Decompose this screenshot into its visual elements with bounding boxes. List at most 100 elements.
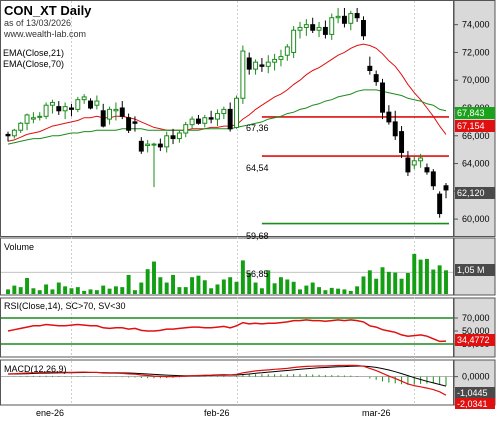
candle-body xyxy=(392,121,398,137)
macd-value-badge xyxy=(455,398,495,409)
volume-bar xyxy=(132,290,137,294)
volume-bar xyxy=(171,274,176,294)
candle-body xyxy=(11,129,17,137)
volume-bar xyxy=(298,289,302,294)
candle-body xyxy=(430,171,436,187)
candle-body xyxy=(399,131,405,153)
candle-body xyxy=(100,110,106,127)
macd-label: MACD(12,26,9) xyxy=(4,364,67,374)
volume-bar xyxy=(50,289,55,294)
ref-label-59-68: 59,68 xyxy=(246,231,269,241)
candle-body xyxy=(424,167,430,173)
volume-bar xyxy=(183,287,188,294)
candle-body xyxy=(18,122,24,131)
rsi-tick-label: 70,000 xyxy=(462,313,490,323)
volume-bar xyxy=(272,283,277,294)
price-panel-frame xyxy=(0,0,454,237)
rsi-value-text: 34,4772 xyxy=(457,335,490,345)
volume-bar xyxy=(405,273,410,294)
candle-body xyxy=(151,143,157,146)
candle-body xyxy=(443,185,449,191)
candle-body xyxy=(291,29,297,53)
candle-body xyxy=(145,143,151,147)
volume-bar xyxy=(412,253,417,294)
candle-body xyxy=(132,121,138,124)
volume-bar xyxy=(209,288,214,294)
macd-layer xyxy=(1,364,453,396)
volume-bar xyxy=(113,286,118,294)
chart-title: CON_XT Daily xyxy=(4,3,92,18)
candle-body xyxy=(24,114,30,124)
volume-bar xyxy=(266,270,271,294)
candle-body xyxy=(348,13,354,24)
candle-body xyxy=(278,56,284,60)
candle-body xyxy=(215,113,220,120)
volume-bar xyxy=(424,258,429,294)
candle-body xyxy=(81,96,87,101)
candle-body xyxy=(107,108,113,120)
close-value-badge xyxy=(455,187,495,199)
ref-label-64-54: 64,54 xyxy=(246,163,269,173)
candle-body xyxy=(253,61,259,70)
volume-label: Volume xyxy=(4,242,34,252)
candle-body xyxy=(437,193,443,215)
candle-body xyxy=(310,24,316,31)
volume-bar xyxy=(310,282,315,294)
candles-layer xyxy=(5,8,449,218)
candle-body xyxy=(303,24,309,28)
ema70-line xyxy=(7,89,447,145)
candle-body xyxy=(88,100,93,109)
volume-ref-label: 56,85 xyxy=(246,269,269,279)
candle-body xyxy=(411,160,417,166)
volume-bar xyxy=(221,279,226,294)
reference-lines-layer xyxy=(261,116,449,225)
ema21-label: EMA(Close,21) xyxy=(3,48,64,58)
volume-bar xyxy=(6,289,10,294)
volume-bar xyxy=(12,285,17,294)
volume-bar xyxy=(126,274,131,294)
candle-body xyxy=(418,157,424,162)
volume-bar xyxy=(240,260,245,294)
volume-bar xyxy=(431,269,436,294)
candle-body xyxy=(195,118,201,124)
macd-signal-text: -1,0445 xyxy=(457,388,488,398)
candle-body xyxy=(380,82,385,113)
ema70-value-text: 67,843 xyxy=(457,108,485,118)
candle-body xyxy=(164,135,170,148)
volume-bar xyxy=(158,277,163,294)
volume-bar xyxy=(139,282,144,294)
macd-value-text: -2,0341 xyxy=(457,399,488,409)
candle-body xyxy=(265,61,271,67)
volume-bar xyxy=(18,287,23,294)
ema70-value-badge xyxy=(455,107,495,119)
volume-bar xyxy=(437,265,442,294)
volume-bar xyxy=(291,281,296,294)
candle-body xyxy=(316,26,322,31)
volume-bar xyxy=(152,261,156,294)
rsi-tick-label: 50,000 xyxy=(462,326,490,336)
candle-body xyxy=(361,20,366,37)
price-tick-label: 64,000 xyxy=(462,159,490,169)
candle-body xyxy=(94,100,100,106)
volume-panel-frame xyxy=(0,237,454,296)
candle-body xyxy=(157,143,163,148)
volume-bar xyxy=(348,290,353,294)
candle-body xyxy=(354,13,360,19)
volume-bar xyxy=(44,284,49,294)
volume-bar xyxy=(247,273,252,294)
candle-body xyxy=(329,17,335,35)
volume-bar xyxy=(386,271,391,294)
ema-lines-layer xyxy=(7,43,447,145)
volume-bar xyxy=(323,290,328,294)
candle-body xyxy=(170,135,176,140)
volume-bar xyxy=(177,287,182,294)
site-label: www.wealth-lab.com xyxy=(3,29,86,39)
x-label-feb: feb-26 xyxy=(204,408,230,418)
volume-bar xyxy=(317,287,322,294)
volume-bar xyxy=(215,284,220,294)
volume-bar xyxy=(164,282,169,294)
price-tick-label: 60,000 xyxy=(462,214,490,224)
rsi-line xyxy=(7,319,447,343)
